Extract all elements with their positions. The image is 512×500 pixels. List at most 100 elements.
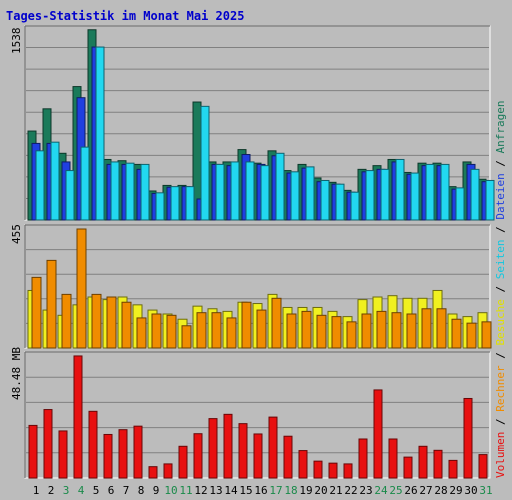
bar-volumen-day-4 <box>73 355 83 479</box>
panel-3 <box>24 351 491 479</box>
bar-volumen-day-8 <box>133 425 143 479</box>
bar-volumen-day-11 <box>178 445 188 479</box>
x-tick-label: 9 <box>153 484 160 497</box>
bar-seiten-day-13 <box>215 163 225 221</box>
bar-rechner-day-22 <box>346 321 357 349</box>
bar-volumen-day-19 <box>298 450 308 479</box>
bar-seiten-day-24 <box>380 168 390 221</box>
chart-legend: Volumen / Rechner / Besuche / Seiten / D… <box>494 100 507 478</box>
bar-volumen-day-29 <box>448 459 458 479</box>
x-tick-label: 20 <box>314 484 327 497</box>
bar-volumen-day-7 <box>118 429 128 479</box>
x-tick-label: 27 <box>419 484 432 497</box>
bar-volumen-day-9 <box>148 466 158 479</box>
bar-rechner-day-2 <box>46 259 57 349</box>
bar-volumen-day-28 <box>433 449 443 479</box>
bar-seiten-day-3 <box>65 170 75 221</box>
bar-volumen-day-1 <box>28 424 38 479</box>
bar-seiten-day-6 <box>110 161 120 221</box>
legend-separator: / <box>494 412 507 432</box>
bar-volumen-day-31 <box>478 454 488 479</box>
bar-seiten-day-26 <box>410 172 420 221</box>
x-tick-label: 14 <box>224 484 238 497</box>
bar-seiten-day-11 <box>185 186 195 221</box>
bar-rechner-day-13 <box>211 312 222 349</box>
bar-seiten-day-12 <box>200 105 210 221</box>
bar-volumen-day-10 <box>163 463 173 479</box>
bar-volumen-day-24 <box>373 389 383 479</box>
bar-rechner-day-21 <box>331 316 342 349</box>
bar-seiten-day-16 <box>260 165 270 221</box>
x-tick-label: 16 <box>254 484 267 497</box>
legend-separator: / <box>494 153 507 173</box>
bar-seiten-day-15 <box>245 161 255 221</box>
bar-volumen-day-18 <box>283 435 293 479</box>
bar-seiten-day-22 <box>350 191 360 221</box>
bar-rechner-day-7 <box>121 301 132 349</box>
bar-seiten-day-14 <box>230 161 240 221</box>
bar-seiten-day-29 <box>455 187 465 221</box>
bar-volumen-day-12 <box>193 433 203 479</box>
bar-seiten-day-19 <box>305 166 315 221</box>
bar-seiten-day-5 <box>95 46 105 221</box>
x-tick-label: 19 <box>299 484 312 497</box>
bar-seiten-day-17 <box>275 152 285 221</box>
bar-volumen-day-15 <box>238 423 248 479</box>
bar-volumen-day-21 <box>328 462 338 479</box>
bar-volumen-day-25 <box>388 438 398 479</box>
bar-seiten-day-18 <box>290 171 300 221</box>
bar-volumen-day-17 <box>268 416 278 479</box>
legend-item-anfragen: Anfragen <box>494 100 507 153</box>
bar-rechner-day-8 <box>136 317 147 349</box>
bar-seiten-day-9 <box>155 192 165 221</box>
x-tick-label: 1 <box>33 484 40 497</box>
bar-rechner-day-14 <box>226 317 237 349</box>
bar-seiten-day-20 <box>320 179 330 221</box>
bar-volumen-day-13 <box>208 418 218 479</box>
legend-item-dateien: Dateien <box>494 173 507 219</box>
chart-title: Tages-Statistik im Monat Mai 2025 <box>6 9 244 23</box>
bar-seiten-day-25 <box>395 158 405 221</box>
bar-volumen-day-27 <box>418 445 428 479</box>
x-tick-label: 21 <box>329 484 342 497</box>
bar-volumen-day-16 <box>253 433 263 479</box>
x-tick-label: 10 <box>164 484 177 497</box>
bar-volumen-day-2 <box>43 409 53 479</box>
bar-rechner-day-20 <box>316 314 327 349</box>
legend-item-volumen: Volumen <box>494 432 507 478</box>
bar-rechner-day-11 <box>181 325 192 349</box>
x-tick-label: 26 <box>404 484 417 497</box>
bar-rechner-day-29 <box>451 318 462 349</box>
y-max-label-bottom: 48.48 MB <box>10 347 23 400</box>
legend-separator: / <box>494 346 507 366</box>
bar-rechner-day-9 <box>151 313 162 349</box>
bar-volumen-day-5 <box>88 410 98 479</box>
bar-rechner-day-27 <box>421 308 432 349</box>
x-tick-label: 5 <box>93 484 100 497</box>
bar-rechner-day-10 <box>166 314 177 349</box>
y-max-label-top: 1538 <box>10 28 23 55</box>
x-tick-label: 15 <box>239 484 252 497</box>
bar-volumen-day-6 <box>103 433 113 479</box>
x-tick-label: 23 <box>359 484 372 497</box>
x-tick-label: 13 <box>209 484 222 497</box>
x-tick-label: 4 <box>78 484 85 497</box>
x-tick-label: 2 <box>48 484 55 497</box>
x-tick-label: 17 <box>269 484 282 497</box>
legend-separator: / <box>494 220 507 240</box>
bar-rechner-day-6 <box>106 296 117 349</box>
bar-seiten-day-7 <box>125 162 135 221</box>
bar-rechner-day-1 <box>31 276 42 349</box>
bar-rechner-day-16 <box>256 309 267 349</box>
bar-rechner-day-31 <box>481 321 492 349</box>
legend-separator: / <box>494 279 507 299</box>
bar-rechner-day-15 <box>241 301 252 349</box>
x-tick-label: 22 <box>344 484 357 497</box>
x-tick-label: 6 <box>108 484 115 497</box>
panel-2 <box>24 224 492 349</box>
bar-seiten-day-8 <box>140 163 150 221</box>
bar-rechner-day-17 <box>271 297 282 349</box>
x-tick-label: 18 <box>284 484 297 497</box>
